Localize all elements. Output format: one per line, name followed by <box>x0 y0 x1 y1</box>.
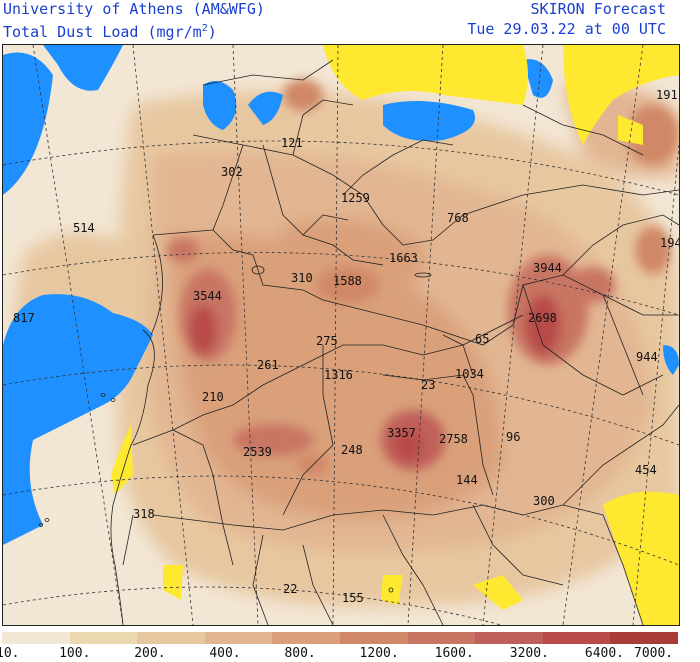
map-value-label: 310 <box>291 271 313 285</box>
map-value-label: 65 <box>475 332 490 346</box>
map-value-label: 22 <box>283 582 298 596</box>
colorbar-tick-label: 1600. <box>434 646 474 661</box>
colorbar-swatch <box>2 632 70 644</box>
map-value-label: 261 <box>257 358 279 372</box>
map-value-label: 191 <box>656 88 678 102</box>
colorbar-swatch <box>610 632 678 644</box>
map-value-label: 121 <box>281 136 303 150</box>
map-value-label: 248 <box>341 443 363 457</box>
colorbar-swatch <box>137 632 205 644</box>
map-value-label: 944 <box>636 350 658 364</box>
colorbar-tick-label: 800. <box>284 646 316 661</box>
colorbar-tick-label: 400. <box>209 646 241 661</box>
map-value-label: 144 <box>456 473 478 487</box>
map-canvas <box>3 45 679 625</box>
map-value-label: 3544 <box>193 289 222 303</box>
map-value-label: 210 <box>202 390 224 404</box>
valid-time: Tue 29.03.22 at 00 UTC <box>467 20 666 38</box>
colorbar-tick-label: 3200. <box>509 646 549 661</box>
islands <box>39 265 432 593</box>
dust-hotspots <box>167 79 679 475</box>
colorbar-tick-label: 6400. <box>584 646 625 661</box>
map-value-label: 318 <box>133 507 155 521</box>
map-value-label: 3357 <box>387 426 416 440</box>
colorbar-swatch <box>272 632 340 644</box>
boundaries <box>110 59 679 625</box>
colorbar-swatch <box>339 632 408 644</box>
map-value-label: 2698 <box>528 311 557 325</box>
product-title: Total Dust Load (mgr/m2) <box>3 23 217 41</box>
colorbar-swatch <box>69 632 138 644</box>
forecast-title: SKIRON Forecast <box>530 0 666 18</box>
map-value-label: 194 <box>660 236 680 250</box>
colorbar-tick-label: 200. <box>134 646 166 661</box>
map-value-label: 1034 <box>455 367 484 381</box>
colorbar-labels: 10. 100. 200. 400. 800. 1200. 1600. 3200. 6400. 7… <box>0 646 700 662</box>
map-value-label: 514 <box>73 221 95 235</box>
map-value-label: 817 <box>13 311 35 325</box>
map-value-label: 454 <box>635 463 657 477</box>
colorbar-tick-label: 1200. <box>359 646 399 661</box>
sea-areas <box>3 45 679 585</box>
map-value-label: 1259 <box>341 191 370 205</box>
organization-title: University of Athens (AM&WFG) <box>3 0 265 18</box>
map-value-label: 23 <box>421 378 436 392</box>
map-value-label: 768 <box>447 211 469 225</box>
colorbar-tick-label: 100. <box>59 646 91 661</box>
map-value-label: 1663 <box>389 251 418 265</box>
map-value-label: 2539 <box>243 445 272 459</box>
colorbar-tick-label: 10. <box>0 646 20 661</box>
map-value-label: 302 <box>221 165 243 179</box>
colorbar-swatch <box>475 632 543 644</box>
colorbar-swatch <box>542 632 611 644</box>
map-value-label: 1588 <box>333 274 362 288</box>
no-dust-land <box>111 45 679 625</box>
colorbar-tick-label: 7000. <box>634 646 674 661</box>
colorbar-swatch <box>204 632 273 644</box>
map-value-label: 155 <box>342 591 364 605</box>
dust-load-map: 191 121 302 1259 768 514 194 1663 3944 310 1588 354… <box>2 44 680 626</box>
graticule <box>3 45 679 625</box>
map-value-label: 275 <box>316 334 338 348</box>
map-value-label: 3944 <box>533 261 562 275</box>
colorbar-swatch <box>407 632 476 644</box>
map-value-label: 96 <box>506 430 521 444</box>
map-value-label: 2758 <box>439 432 468 446</box>
map-value-label: 300 <box>533 494 555 508</box>
colorbar <box>2 632 678 644</box>
map-value-label: 1316 <box>324 368 353 382</box>
